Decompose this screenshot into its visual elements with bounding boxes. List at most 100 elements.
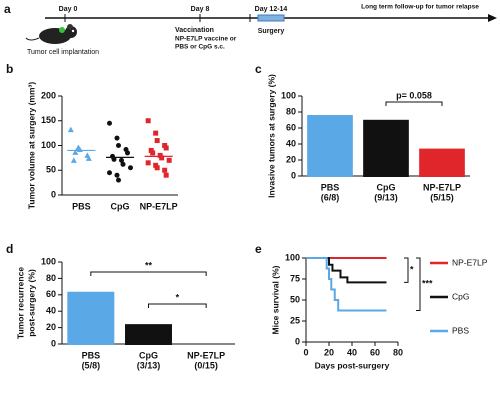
legend-label: CpG [452, 291, 469, 301]
legend-label: PBS [452, 325, 469, 335]
y-axis-label: Invasive tumors at surgery (%) [266, 74, 276, 198]
x-tick-label: 0 [303, 347, 308, 357]
x-axis-label: Days post-surgery [315, 360, 390, 370]
survival-line [306, 257, 387, 284]
y-tick-label: 100 [281, 90, 296, 100]
day-label: Day 12-14 [255, 6, 288, 13]
panel-label: e [255, 242, 262, 256]
y-tick-label: 100 [41, 140, 56, 150]
sig-bracket [90, 271, 207, 276]
panel-label: b [6, 62, 13, 76]
sig-bracket [416, 257, 421, 311]
data-point [120, 161, 126, 167]
y-tick-label: 40 [286, 138, 296, 148]
vaccine-detail: PBS or CpG s.c. [175, 44, 225, 51]
data-point [162, 167, 168, 173]
count-label: (0/15) [194, 360, 218, 370]
y-tick-label: 60 [46, 289, 56, 299]
x-tick-label: 60 [370, 347, 380, 357]
data-point [119, 157, 124, 163]
y-tick-label: 100 [285, 252, 300, 262]
surgery-window [257, 14, 285, 22]
data-point [111, 156, 117, 162]
sig-label: p= 0.058 [396, 90, 432, 100]
legend-label: NP-E7LP [452, 257, 488, 267]
y-tick-label: 0 [291, 170, 296, 180]
data-point [163, 145, 169, 151]
y-tick-label: 80 [286, 106, 296, 116]
y-axis-label: Tumor volume at surgery (mm³) [26, 82, 36, 210]
y-tick-label: 50 [290, 294, 300, 304]
data-point [116, 143, 121, 148]
implant-label: Tumor cell implantation [27, 49, 99, 56]
data-point [154, 138, 160, 144]
data-point [128, 165, 133, 171]
y-tick-label: 25 [290, 315, 300, 325]
data-point [159, 155, 165, 161]
x-tick-label: CpG [111, 201, 130, 211]
bar [67, 291, 115, 345]
data-point [67, 126, 74, 133]
surgery-label: Surgery [258, 28, 285, 35]
data-point [163, 172, 169, 178]
sig-bracket [148, 303, 207, 308]
y-tick-label: 0 [295, 336, 300, 346]
y-tick-label: 100 [41, 256, 56, 266]
panel-label: c [255, 62, 262, 76]
data-point [72, 149, 79, 155]
bar [363, 119, 409, 178]
sig-label: * [176, 292, 180, 302]
y-axis-label: post-surgery (%) [26, 269, 36, 337]
bar [307, 115, 353, 177]
survival-line [306, 257, 387, 312]
sig-bracket [385, 101, 443, 106]
x-tick-label: PBS [72, 201, 91, 211]
data-point [70, 157, 77, 163]
sig-label: ** [145, 260, 153, 270]
x-tick-label: NP-E7LP [423, 182, 461, 192]
panel-label: d [6, 242, 13, 256]
data-point [85, 155, 92, 161]
x-tick-label: NP-E7LP [187, 350, 225, 360]
count-label: (6/8) [321, 192, 340, 202]
bar [125, 324, 172, 346]
data-point [166, 157, 172, 163]
data-point [153, 130, 159, 136]
count-label: (3/13) [137, 360, 161, 370]
count-label: (5/8) [82, 360, 101, 370]
y-tick-label: 0 [51, 338, 56, 348]
y-tick-label: 50 [46, 165, 56, 175]
y-tick-label: 200 [41, 90, 56, 100]
mouse-icon [25, 24, 77, 44]
y-tick-label: 40 [46, 306, 56, 316]
x-tick-label: 20 [324, 347, 334, 357]
bar [419, 148, 465, 178]
chart: d 0 20 40 60 80 100 Tumor recurrence post-surger… [6, 242, 235, 370]
data-point [125, 150, 130, 156]
count-label: (5/15) [430, 192, 454, 202]
data-point [107, 120, 112, 126]
x-tick-label: CpG [139, 350, 158, 360]
x-tick-label: PBS [82, 350, 101, 360]
y-tick-label: 60 [286, 122, 296, 132]
data-point [150, 150, 156, 156]
y-tick-label: 0 [51, 189, 56, 199]
count-label: (9/13) [374, 192, 398, 202]
x-tick-label: 40 [347, 347, 357, 357]
x-tick-label: 80 [393, 347, 403, 357]
y-tick-label: 20 [46, 322, 56, 332]
y-tick-label: 75 [290, 273, 300, 283]
data-point [145, 118, 151, 124]
arrow-head [488, 14, 497, 22]
data-point [114, 135, 120, 141]
day-label: Day 8 [191, 6, 210, 13]
followup-label: Long term follow-up for tumor relapse [361, 4, 479, 11]
x-tick-label: PBS [321, 182, 340, 192]
data-point [114, 172, 120, 178]
data-point [116, 177, 121, 183]
data-point [145, 160, 151, 166]
panel-label: a [4, 2, 11, 16]
y-tick-label: 20 [286, 154, 296, 164]
y-tick-label: 80 [46, 273, 56, 283]
